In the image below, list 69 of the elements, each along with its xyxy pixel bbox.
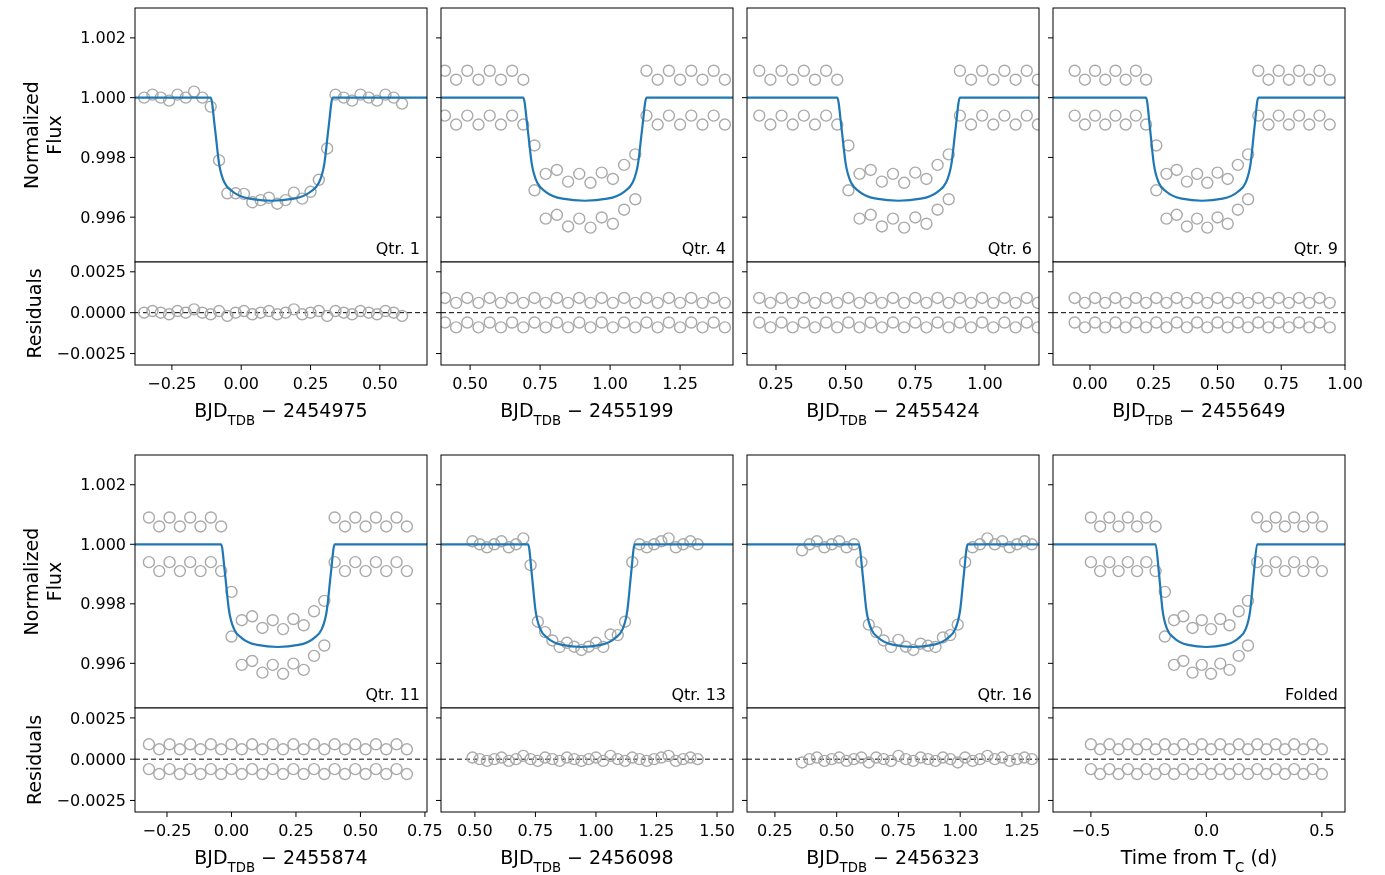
y-tick-label: −0.0025 <box>56 344 126 364</box>
x-tick-label: 0.75 <box>517 821 554 840</box>
x-tick-label: −0.25 <box>147 374 197 393</box>
annotation: Qtr. 9 <box>1293 239 1338 258</box>
annotation: Qtr. 4 <box>681 239 726 258</box>
x-tick-label: 1.25 <box>1004 821 1040 840</box>
annotation: Qtr. 6 <box>987 239 1032 258</box>
y-tick-label: 0.0025 <box>70 262 126 282</box>
y-tick-label: 0.0000 <box>70 303 126 323</box>
x-tick-label: 0.75 <box>880 821 917 840</box>
x-tick-label: 1.25 <box>638 821 675 840</box>
x-tick-label: 1.00 <box>942 821 979 840</box>
x-tick-label: 0.50 <box>362 374 398 393</box>
x-tick-label: 0.25 <box>1135 374 1172 393</box>
x-tick-label: 0.25 <box>758 374 794 393</box>
x-tick-label: −0.5 <box>1071 821 1111 840</box>
x-tick-label: 1.00 <box>578 821 614 840</box>
x-axis-title: BJD$_{TDB}$ − 2456323 <box>806 846 980 875</box>
x-tick-label: 1.00 <box>592 374 628 393</box>
x-tick-label: 0.75 <box>897 374 934 393</box>
x-tick-label: 0.5 <box>1309 821 1335 840</box>
x-tick-label: 0.50 <box>457 821 493 840</box>
x-axis-title: BJD$_{TDB}$ − 2455649 <box>1112 399 1286 428</box>
y-tick-label: 0.996 <box>80 653 126 673</box>
x-tick-label: 1.25 <box>662 374 698 393</box>
x-tick-label: −0.25 <box>142 821 192 840</box>
y-axis-title: Residuals <box>23 714 45 806</box>
x-tick-label: 1.00 <box>1327 374 1363 393</box>
x-tick-label: 0.00 <box>213 821 250 840</box>
annotation: Qtr. 16 <box>977 685 1032 704</box>
y-tick-label: 0.998 <box>80 148 126 168</box>
y-tick-label: 1.002 <box>80 475 126 495</box>
y-tick-label: 1.002 <box>80 28 126 48</box>
annotation: Qtr. 11 <box>365 685 420 704</box>
x-axis-title: BJD$_{TDB}$ − 2455874 <box>194 846 368 875</box>
x-tick-label: 0.50 <box>818 821 855 840</box>
x-tick-label: 0.75 <box>522 374 558 393</box>
y-tick-label: −0.0025 <box>56 791 126 811</box>
x-axis-title: Time from T$_{C}$ (d) <box>1119 846 1278 875</box>
y-axis-title: Normalized Flux <box>20 81 65 189</box>
y-tick-label: 0.0000 <box>70 749 126 769</box>
x-axis-title: BJD$_{TDB}$ − 2455199 <box>500 399 674 428</box>
x-tick-label: 0.75 <box>407 821 443 840</box>
y-tick-label: 0.996 <box>80 207 126 227</box>
x-tick-label: 0.25 <box>757 821 793 840</box>
y-tick-label: 0.0025 <box>70 708 126 728</box>
x-tick-label: 0.25 <box>278 821 314 840</box>
x-axis-title: BJD$_{TDB}$ − 2456098 <box>500 846 674 875</box>
x-axis-title: BJD$_{TDB}$ − 2455424 <box>806 399 980 428</box>
annotation: Qtr. 13 <box>671 685 726 704</box>
x-tick-label: 0.00 <box>223 374 260 393</box>
y-axis-title: Normalized Flux <box>20 527 65 636</box>
y-tick-label: 1.000 <box>80 88 126 108</box>
annotation: Folded <box>1284 685 1338 704</box>
x-tick-label: 0.50 <box>1199 374 1236 393</box>
y-tick-label: 1.000 <box>80 534 126 554</box>
x-tick-label: 0.50 <box>452 374 488 393</box>
x-tick-label: 0.50 <box>827 374 864 393</box>
x-tick-label: 0.50 <box>342 821 379 840</box>
annotation: Qtr. 1 <box>375 239 420 258</box>
x-tick-label: 1.00 <box>967 374 1003 393</box>
y-axis-title: Residuals <box>23 268 45 359</box>
x-tick-label: 0.00 <box>1072 374 1108 393</box>
x-tick-label: 0.75 <box>1263 374 1300 393</box>
x-tick-label: 0.25 <box>292 374 329 393</box>
x-axis-title: BJD$_{TDB}$ − 2454975 <box>194 399 368 428</box>
x-tick-label: 0.0 <box>1193 821 1220 840</box>
y-tick-label: 0.998 <box>80 594 126 614</box>
x-tick-label: 1.50 <box>699 821 735 840</box>
